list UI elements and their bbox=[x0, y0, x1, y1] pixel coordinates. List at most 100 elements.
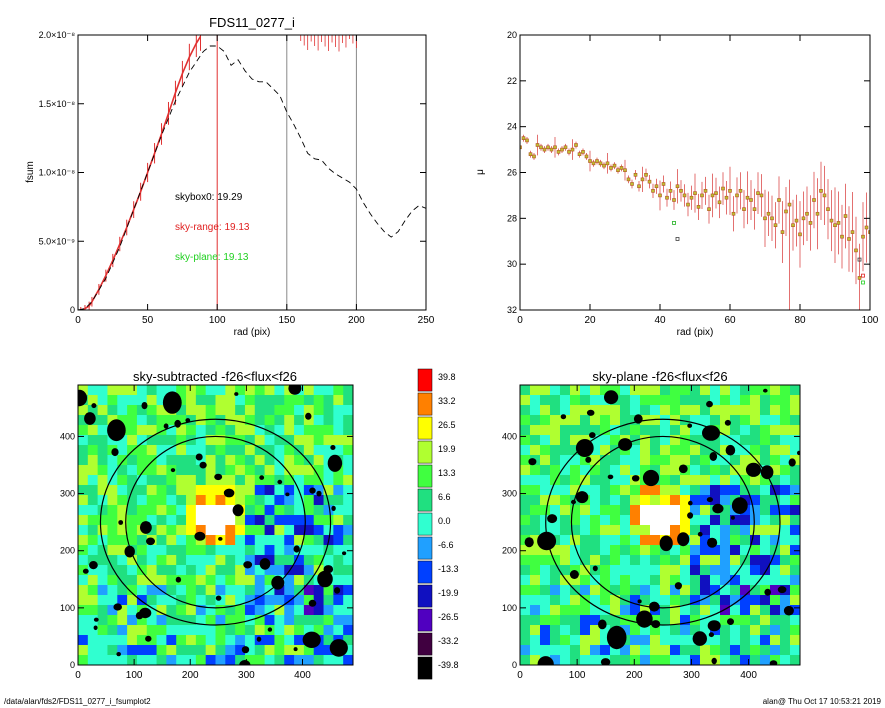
mu-point bbox=[794, 218, 799, 223]
sky-plane-pixel bbox=[540, 525, 551, 536]
sky-plane-pixel bbox=[780, 655, 791, 665]
sky-plane-pixel bbox=[780, 405, 791, 416]
sky-plane-pixel bbox=[730, 625, 741, 636]
sky-subtracted-pixel bbox=[215, 555, 226, 566]
sky-plane-pixel bbox=[530, 435, 541, 446]
sky-plane-pixel bbox=[670, 505, 681, 516]
sky-subtracted-pixel bbox=[313, 505, 325, 516]
sky-plane-pixel bbox=[780, 535, 791, 546]
sky-subtracted-pixel bbox=[333, 615, 344, 626]
sky-subtracted-masked-source bbox=[118, 520, 124, 525]
sky-plane-pixel bbox=[600, 525, 611, 536]
mu-y-tick-label: 28 bbox=[507, 213, 517, 223]
sky-subtracted-pixel bbox=[78, 445, 89, 456]
sky-plane-pixel bbox=[580, 545, 591, 556]
mu-point bbox=[521, 136, 526, 140]
annotation-sky-plane: sky-plane: 19.13 bbox=[175, 252, 249, 263]
sky-subtracted-pixel bbox=[78, 555, 89, 566]
sky-subtracted-pixel bbox=[274, 535, 285, 546]
sky-plane-pixel bbox=[730, 395, 741, 406]
sky-plane-pixel bbox=[760, 495, 771, 506]
sky-plane-pixel bbox=[580, 525, 591, 536]
sky-subtracted-pixel bbox=[313, 555, 325, 566]
sky-plane-pixel bbox=[720, 415, 731, 426]
sky-subtracted-pixel bbox=[195, 425, 207, 436]
sky-plane-pixel bbox=[620, 425, 631, 436]
mu-y-tick-label: 30 bbox=[507, 259, 517, 269]
mu-point bbox=[609, 166, 613, 170]
sky-subtracted-pixel bbox=[264, 575, 276, 586]
sky-plane-pixel bbox=[550, 625, 561, 636]
sky-plane-pixel bbox=[610, 605, 621, 616]
sky-plane-pixel bbox=[600, 415, 611, 426]
sky-plane-pixel bbox=[570, 505, 581, 516]
sky-subtracted-pixel bbox=[323, 465, 334, 476]
sky-plane-pixel bbox=[760, 415, 771, 426]
sky-subtracted-masked-source bbox=[305, 412, 312, 420]
sky-plane-pixel bbox=[720, 535, 731, 546]
sky-plane-pixel bbox=[590, 515, 601, 526]
sky-subtracted-pixel bbox=[254, 515, 266, 526]
sky-subtracted-pixel bbox=[107, 515, 118, 526]
sky-plane-pixel bbox=[640, 435, 651, 446]
sky-subtracted-pixel bbox=[254, 455, 266, 466]
sky-subtracted-pixel bbox=[343, 615, 353, 626]
sky-plane-pixel bbox=[610, 415, 621, 426]
sky-subtracted-pixel bbox=[303, 555, 315, 566]
sky-subtracted-pixel bbox=[166, 515, 177, 526]
sky-subtracted-pixel bbox=[343, 585, 353, 596]
sky-subtracted-pixel bbox=[254, 435, 266, 446]
sky-subtracted-pixel bbox=[186, 625, 197, 636]
sky-subtracted-pixel bbox=[195, 565, 207, 576]
sky-plane-pixel bbox=[540, 555, 551, 566]
sky-subtracted-pixel bbox=[284, 575, 295, 586]
mu-point bbox=[623, 168, 627, 173]
sky-plane-pixel bbox=[680, 565, 691, 576]
sky-subtracted-pixel bbox=[146, 385, 158, 396]
sky-plane-masked-source bbox=[607, 474, 614, 480]
sky-plane-pixel bbox=[760, 405, 771, 416]
colorbar: 39.833.226.519.913.36.60.0-6.6-13.3-19.9… bbox=[417, 368, 459, 680]
sky-subtracted-pixel bbox=[146, 415, 158, 426]
sky-plane-pixel bbox=[750, 455, 761, 466]
sky-subtracted-masked-source bbox=[194, 531, 206, 541]
sky-subtracted-pixel bbox=[313, 545, 325, 556]
sky-subtracted-pixel bbox=[303, 455, 315, 466]
sky-plane-pixel bbox=[580, 425, 591, 436]
sky-plane-pixel bbox=[650, 455, 661, 466]
sky-subtracted-pixel bbox=[225, 615, 236, 626]
sky-subtracted-pixel bbox=[156, 625, 167, 636]
sky-plane-pixel bbox=[570, 515, 581, 526]
sky-plane-pixel bbox=[710, 415, 721, 426]
sky-subtracted-pixel bbox=[107, 635, 118, 646]
sky-subtracted-pixel bbox=[323, 635, 334, 646]
sky-subtracted-pixel bbox=[264, 535, 276, 546]
sky-plane-pixel bbox=[730, 475, 741, 486]
sky-plane-pixel bbox=[750, 495, 761, 506]
sky-plane-pixel bbox=[590, 395, 601, 406]
sky-plane-masked-source bbox=[760, 465, 774, 480]
sky-subtracted-pixel bbox=[166, 475, 177, 486]
sky-subtracted-pixel bbox=[107, 625, 118, 636]
sky-plane-pixel bbox=[630, 625, 641, 636]
sky-subtracted-pixel bbox=[215, 585, 226, 596]
sky-plane-pixel bbox=[640, 655, 651, 665]
sky-plane-pixel bbox=[620, 605, 631, 616]
sky-plane-pixel bbox=[640, 595, 651, 606]
sky-plane-pixel bbox=[590, 405, 601, 416]
fsum-y-label: fsum bbox=[25, 161, 36, 183]
sky-plane-pixel bbox=[770, 435, 781, 446]
sky-plane-pixel bbox=[660, 655, 671, 665]
sky-subtracted-pixel bbox=[215, 445, 226, 456]
sky-plane-pixel bbox=[660, 495, 671, 506]
sky-plane-pixel bbox=[670, 545, 681, 556]
sky-plane-pixel bbox=[660, 615, 671, 626]
sky-plane-pixel bbox=[600, 425, 611, 436]
sky-plane-pixel bbox=[660, 395, 671, 406]
sky-subtracted-pixel bbox=[294, 525, 305, 536]
sky-plane-pixel bbox=[750, 475, 761, 486]
sky-plane-pixel bbox=[700, 555, 711, 566]
sky-subtracted-pixel bbox=[333, 555, 344, 566]
sky-subtracted-pixel bbox=[274, 645, 285, 656]
sky-plane-pixel bbox=[740, 545, 751, 556]
